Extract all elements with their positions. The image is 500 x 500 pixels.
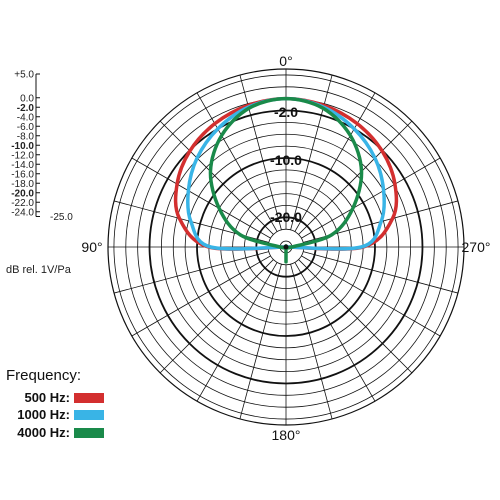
db-scale-label: -16.0 — [11, 169, 34, 180]
center-point — [283, 244, 289, 250]
db-scale-label: -18.0 — [11, 179, 34, 190]
db-scale-label: -10.0 — [11, 141, 34, 152]
angle-label-90: 90° — [81, 239, 102, 255]
db-scale: +5.00.0-2.0-4.0-6.0-8.0-10.0-12.0-14.0-1… — [11, 70, 73, 224]
grid-spoke — [239, 264, 282, 420]
db-scale-label: -12.0 — [11, 150, 34, 161]
legend-label-1000hz: 1000 Hz: — [17, 407, 70, 422]
grid-spoke — [159, 120, 274, 235]
legend-label-500hz: 500 Hz: — [24, 390, 70, 405]
grid-spoke — [294, 262, 376, 402]
legend: Frequency: 500 Hz: 1000 Hz: 4000 Hz: — [6, 367, 104, 440]
db-scale-label: -14.0 — [11, 160, 34, 171]
ring-label-minus-2: -2.0 — [274, 104, 298, 120]
db-scale-label: -25.0 — [50, 212, 73, 223]
db-scale-label: -8.0 — [17, 131, 35, 142]
ring-labels: -2.0 -10.0 -20.0 — [270, 104, 302, 225]
ring-label-minus-10: -10.0 — [270, 152, 302, 168]
legend-label-4000hz: 4000 Hz: — [17, 425, 70, 440]
ring-label-minus-20: -20.0 — [270, 209, 302, 225]
grid-spoke — [298, 259, 413, 374]
grid-spoke — [298, 120, 413, 235]
db-scale-label: +5.0 — [14, 70, 34, 81]
db-scale-label: -4.0 — [17, 112, 35, 123]
grid-spoke — [113, 251, 269, 294]
angle-labels: 0° 90° 180° 270° — [81, 53, 490, 443]
grid-spoke — [131, 157, 271, 239]
db-scale-label: 0.0 — [20, 93, 34, 104]
angle-label-180: 180° — [272, 427, 301, 443]
legend-swatch-1000hz — [74, 410, 104, 420]
legend-swatch-4000hz — [74, 428, 104, 438]
grid-spoke — [290, 74, 333, 230]
grid-spoke — [301, 157, 441, 239]
units-label: dB rel. 1V/Pa — [6, 264, 72, 276]
angle-label-0: 0° — [279, 53, 292, 69]
grid-spoke — [159, 259, 274, 374]
polar-grid — [107, 68, 465, 426]
series-4000hz — [208, 96, 364, 264]
legend-swatch-500hz — [74, 393, 104, 403]
db-scale-label: -22.0 — [11, 198, 34, 209]
polar-center — [283, 244, 289, 250]
grid-spoke — [196, 262, 278, 402]
db-scale-label: -2.0 — [17, 103, 35, 114]
grid-spoke — [196, 92, 278, 232]
grid-spoke — [239, 74, 282, 230]
db-scale-label: -24.0 — [11, 207, 34, 218]
grid-spoke — [294, 92, 376, 232]
legend-title: Frequency: — [6, 367, 81, 384]
grid-spoke — [131, 255, 271, 337]
angle-label-270: 270° — [462, 239, 491, 255]
db-scale-label: -20.0 — [11, 188, 34, 199]
grid-spoke — [303, 251, 459, 294]
db-scale-label: -6.0 — [17, 122, 35, 133]
grid-spoke — [301, 255, 441, 337]
grid-spoke — [290, 264, 333, 420]
